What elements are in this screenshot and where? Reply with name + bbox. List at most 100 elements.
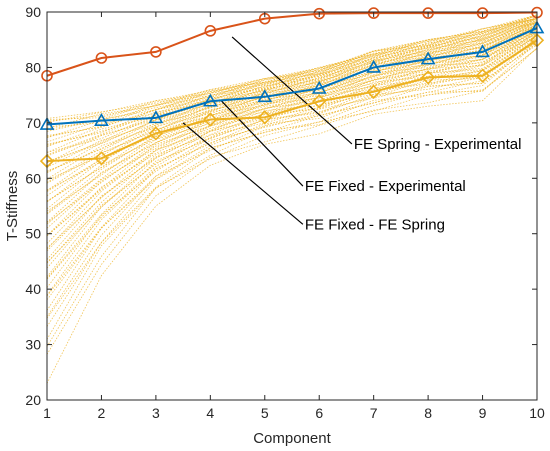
data-point [95, 52, 108, 64]
x-tick-label: 8 [424, 405, 432, 421]
annotation-label: FE Fixed - FE Spring [305, 216, 445, 233]
annotation-line [182, 122, 304, 225]
y-tick-label: 30 [25, 337, 41, 353]
simulation-curve [46, 23, 538, 210]
data-point [204, 25, 217, 37]
simulation-band [46, 14, 538, 384]
simulation-curve [46, 31, 538, 237]
simulation-curve [46, 14, 538, 122]
simulation-curve [46, 44, 538, 319]
simulation-curve [46, 31, 538, 252]
y-axis: 20 30 40 50 60 70 80 90 [25, 4, 537, 408]
data-point [313, 7, 326, 20]
simulation-curve [46, 34, 538, 288]
data-point [475, 68, 490, 83]
simulation-curve [46, 38, 538, 296]
simulation-curve [46, 14, 538, 132]
annotation-line [220, 100, 304, 187]
data-point [475, 44, 490, 58]
data-point [148, 126, 164, 141]
data-point [420, 51, 436, 65]
x-tick-label: 3 [152, 405, 160, 421]
simulation-curve [46, 30, 538, 212]
y-axis-title: T-Stiffness [4, 171, 21, 242]
x-tick-label: 6 [315, 405, 323, 421]
simulation-curve [46, 32, 538, 250]
simulation-curve [46, 15, 538, 153]
annotation-label: FE Fixed - Experimental [305, 178, 466, 195]
simulation-curve [46, 21, 538, 197]
simulation-curve [46, 18, 538, 164]
data-point [94, 113, 109, 126]
simulation-curve [46, 32, 538, 269]
data-point [420, 70, 436, 85]
data-point [94, 151, 109, 166]
data-point [476, 7, 489, 19]
y-tick-label: 40 [25, 281, 41, 297]
x-tick-label: 4 [206, 405, 214, 421]
x-tick-label: 2 [98, 405, 106, 421]
x-tick-label: 5 [261, 405, 269, 421]
series-line [46, 27, 538, 126]
data-point [367, 7, 380, 19]
simulation-curve [46, 17, 538, 157]
x-tick-label: 9 [479, 405, 487, 421]
simulation-curve [46, 36, 538, 263]
series-1 [41, 6, 543, 82]
y-tick-label: 90 [25, 4, 41, 20]
simulation-curve [46, 26, 538, 202]
simulation-curve [46, 25, 538, 223]
data-point [148, 110, 164, 124]
x-tick-label: 7 [370, 405, 378, 421]
y-tick-label: 80 [25, 59, 41, 75]
data-point [311, 80, 327, 94]
plot-box [46, 11, 538, 401]
y-tick-label: 60 [25, 170, 41, 186]
y-tick-label: 50 [25, 226, 41, 242]
simulation-curve [46, 42, 538, 340]
annotation-line [231, 36, 353, 145]
simulation-curve [46, 19, 538, 180]
annotation-label: FE Spring - Experimental [354, 136, 522, 153]
simulation-curve [46, 21, 538, 174]
data-point [150, 46, 162, 58]
series-layer [39, 6, 545, 169]
simulation-curve [46, 40, 538, 327]
simulation-curve [46, 47, 538, 384]
annotation-labels: FE Spring - Experimental FE Fixed - Exper… [305, 136, 522, 233]
data-point [366, 59, 382, 73]
x-axis-title: Component [253, 430, 331, 447]
data-point [366, 84, 381, 99]
simulation-curve [46, 28, 538, 244]
data-point [312, 94, 327, 109]
simulation-curve [46, 28, 538, 236]
simulation-curve [46, 21, 538, 145]
data-point [422, 7, 434, 19]
simulation-curve [46, 22, 538, 153]
simulation-curve [46, 17, 538, 146]
annotation-lines [182, 36, 353, 225]
simulation-curve [46, 15, 538, 139]
simulation-curve [46, 14, 538, 119]
simulation-curve [46, 21, 538, 162]
simulation-curve [46, 21, 538, 184]
simulation-curve [46, 42, 538, 318]
simulation-curve [46, 26, 538, 181]
y-tick-label: 20 [25, 392, 41, 408]
data-point [203, 112, 218, 127]
data-point [257, 110, 272, 125]
x-tick-label: 10 [529, 405, 545, 421]
y-tick-label: 70 [25, 115, 41, 131]
simulation-curve [46, 26, 538, 215]
simulation-curve [46, 17, 538, 168]
data-point [202, 93, 218, 107]
series-line [46, 39, 538, 163]
series-line [46, 11, 538, 77]
x-tick-label: 1 [43, 405, 51, 421]
simulation-curve [46, 18, 538, 147]
series-2 [39, 20, 545, 130]
simulation-curve [46, 17, 538, 136]
simulation-curve [46, 37, 538, 311]
simulation-curve [46, 30, 538, 260]
